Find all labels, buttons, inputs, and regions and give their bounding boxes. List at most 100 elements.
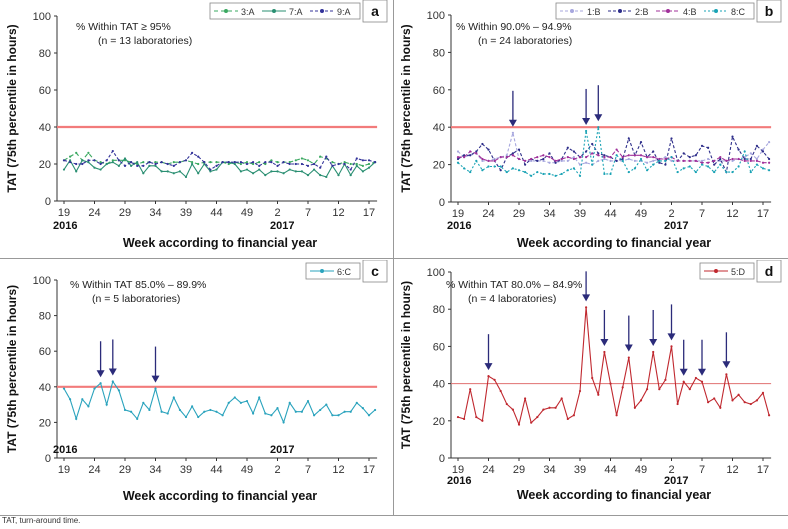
y-tick-label: 40 <box>39 382 51 394</box>
legend-marker <box>224 9 228 13</box>
data-point-8-C <box>627 170 630 174</box>
data-point-4-B <box>554 159 557 162</box>
data-point-8-C <box>536 170 539 174</box>
data-point-4-B <box>719 156 722 159</box>
data-point-6-C <box>294 410 297 413</box>
data-point-2-B <box>743 157 746 161</box>
data-point-5-D <box>670 345 673 348</box>
arrow-head-icon <box>484 363 493 371</box>
data-point-7-A <box>117 164 120 167</box>
data-point-6-C <box>166 412 169 415</box>
data-point-9-A <box>349 168 352 171</box>
data-point-1-B <box>755 157 758 161</box>
data-point-9-A <box>282 161 285 164</box>
legend-label: 2:B <box>635 7 649 17</box>
data-point-8-C <box>524 170 527 174</box>
data-point-9-A <box>361 159 364 162</box>
data-point-5-D <box>554 406 557 409</box>
data-point-8-C <box>700 163 704 166</box>
x-tick-label: 34 <box>543 464 555 476</box>
legend-label: 3:A <box>241 7 255 17</box>
data-point-9-A <box>130 161 133 164</box>
data-point-1-B <box>633 159 636 162</box>
year-label-2017: 2017 <box>270 220 294 232</box>
data-point-6-C <box>69 398 72 401</box>
data-point-7-A <box>215 168 218 171</box>
legend-label: 9:A <box>337 7 351 17</box>
data-point-6-C <box>245 399 249 403</box>
arrow-head-icon <box>679 368 688 376</box>
data-point-8-C <box>737 165 740 168</box>
data-point-8-C <box>517 169 521 172</box>
data-point-9-A <box>99 162 102 166</box>
panel-c-chart: 0 20 40 60 80 100 19 24 29 34 39 44 49 2 7 12 17 2016 2017… <box>0 260 394 518</box>
year-label-2016: 2016 <box>53 220 77 232</box>
data-point-6-C <box>75 417 78 420</box>
data-point-9-A <box>313 162 316 166</box>
series-line-9-A <box>63 150 376 171</box>
legend-label: 1:B <box>587 7 601 17</box>
data-point-3-A <box>111 159 114 162</box>
data-point-9-A <box>343 162 346 166</box>
legend-marker <box>570 9 574 13</box>
panel-b-chart: 0 20 40 60 80 100 19 24 29 34 39 44 49 2 7 12 17 2016 2017… <box>394 0 788 258</box>
data-point-9-A <box>325 155 328 158</box>
data-point-7-A <box>148 164 151 167</box>
data-point-1-B <box>548 161 551 164</box>
data-point-5-D <box>536 415 539 419</box>
data-point-1-B <box>652 159 655 162</box>
data-point-2-B <box>475 150 478 153</box>
data-point-7-A <box>361 170 364 173</box>
y-tick-label: 100 <box>33 11 51 23</box>
data-point-6-C <box>227 401 230 404</box>
data-point-4-B <box>700 161 704 164</box>
data-point-6-C <box>148 408 151 412</box>
data-point-9-A <box>233 161 236 164</box>
data-point-3-A <box>245 161 249 164</box>
x-tick-label: 12 <box>332 464 344 476</box>
data-point-6-C <box>239 401 242 404</box>
year-label-2017: 2017 <box>270 444 294 456</box>
series-line-3-A <box>63 152 376 167</box>
data-point-8-C <box>694 170 697 174</box>
legend-marker <box>666 9 670 13</box>
x-tick-label: 17 <box>757 208 769 220</box>
data-point-4-B <box>627 154 630 157</box>
data-point-7-A <box>270 170 273 173</box>
data-point-1-B <box>456 150 460 153</box>
y-tick-label: 80 <box>433 304 445 316</box>
data-point-6-C <box>105 403 108 406</box>
data-point-6-C <box>270 414 273 417</box>
data-point-4-B <box>597 154 600 157</box>
x-tick-label: 49 <box>635 464 647 476</box>
data-point-4-B <box>591 152 594 155</box>
data-point-8-C <box>554 174 557 177</box>
x-tick-label: 2 <box>668 464 674 476</box>
data-point-3-A <box>270 159 273 162</box>
y-tick-label: 60 <box>433 341 445 353</box>
series-line-5-D <box>457 307 770 427</box>
data-point-9-A <box>62 159 66 162</box>
arrow-head-icon <box>582 117 591 125</box>
x-tick-label: 39 <box>574 208 586 220</box>
data-point-2-B <box>548 152 551 155</box>
data-point-2-B <box>463 154 466 157</box>
data-point-6-C <box>130 410 133 413</box>
data-point-7-A <box>282 172 285 175</box>
x-tick-label: 29 <box>513 464 525 476</box>
arrow-head-icon <box>108 368 117 376</box>
data-point-3-A <box>319 155 322 158</box>
data-point-8-C <box>688 165 691 168</box>
data-point-6-C <box>93 387 96 390</box>
data-point-4-B <box>658 157 661 161</box>
data-point-1-B <box>560 159 563 162</box>
data-point-6-C <box>123 408 127 412</box>
series-line-2-B <box>457 134 770 174</box>
data-point-3-A <box>215 161 218 164</box>
data-point-8-C <box>597 126 600 129</box>
legend-label: 4:B <box>683 7 697 17</box>
chart-svg: 0 20 40 60 80 100 19 24 29 34 39 44 49 2 7 12 17 2016 2017… <box>399 0 782 250</box>
data-point-1-B <box>670 159 673 162</box>
data-point-6-C <box>337 414 340 417</box>
data-point-3-A <box>343 161 346 164</box>
